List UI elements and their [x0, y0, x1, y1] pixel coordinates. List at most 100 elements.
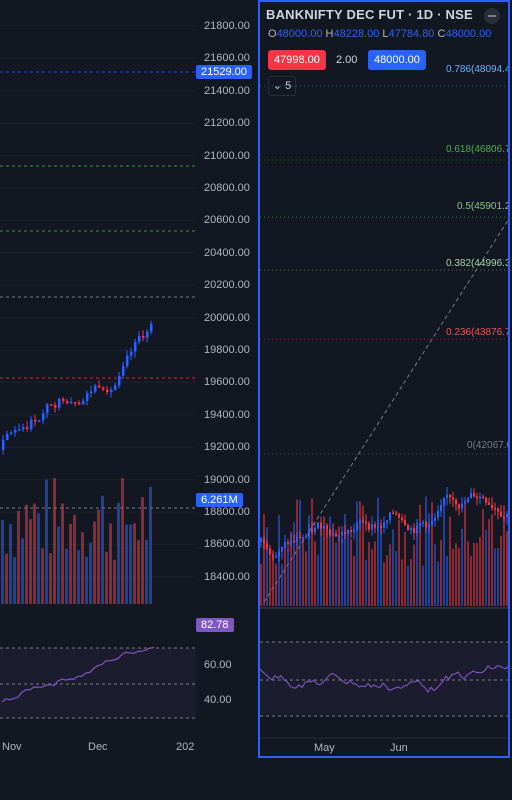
- volume-bar: [488, 518, 490, 606]
- volume-bar: [269, 558, 271, 606]
- rsi-axis-60: 60.00: [204, 659, 232, 671]
- volume-bar: [37, 513, 40, 604]
- price-axis-label: 21000.00: [204, 149, 250, 162]
- volume-bar: [326, 525, 328, 606]
- volume-bar: [410, 559, 412, 606]
- candle-body: [380, 525, 382, 529]
- candle-body: [102, 387, 105, 390]
- volume-bar: [263, 514, 265, 606]
- volume-bar: [299, 499, 301, 606]
- right-chart-svg[interactable]: [260, 2, 510, 758]
- indicator-count: 5: [285, 80, 292, 92]
- candle-body: [386, 520, 388, 523]
- buy-button[interactable]: 48000.00: [368, 50, 426, 70]
- volume-bar: [359, 501, 361, 606]
- time-label-dec: Dec: [88, 741, 108, 753]
- candle-body: [320, 522, 322, 529]
- candle-body: [341, 531, 343, 536]
- volume-bar: [500, 535, 502, 606]
- candle-body: [290, 540, 292, 545]
- current-price-badge: 21529.00: [196, 65, 252, 79]
- left-rsi-pane[interactable]: [0, 606, 196, 734]
- volume-bar: [434, 544, 436, 606]
- rsi-axis-40: 40.00: [204, 694, 232, 706]
- price-axis-label: 19000.00: [204, 473, 250, 486]
- fib-label-0382: 0.382(44996.3: [446, 258, 510, 269]
- more-options-icon[interactable]: [484, 8, 500, 24]
- candle-body: [142, 335, 145, 338]
- candle-body: [78, 402, 81, 405]
- candle-body: [437, 511, 439, 518]
- chart-header: BANKNIFTY DEC FUT · 1D · NSE: [266, 6, 502, 24]
- volume-bar: [260, 564, 262, 606]
- volume-bar: [389, 544, 391, 606]
- volume-bar: [437, 561, 439, 606]
- volume-bar: [275, 563, 277, 606]
- left-candles-svg[interactable]: [0, 0, 196, 604]
- price-axis-label: 20000.00: [204, 311, 250, 324]
- candle-body: [407, 524, 409, 531]
- candle-body: [446, 494, 448, 498]
- volume-bar: [21, 538, 24, 604]
- rsi-band: [0, 648, 196, 718]
- candle-body: [374, 524, 376, 528]
- rsi-band: [260, 642, 508, 716]
- candle-body: [395, 512, 397, 515]
- candle-body: [54, 404, 57, 408]
- sell-button[interactable]: 47998.00: [268, 50, 326, 70]
- price-axis-label: 19600.00: [204, 376, 250, 389]
- candle-body: [308, 529, 310, 537]
- volume-bar: [428, 513, 430, 606]
- volume-bar: [281, 563, 283, 606]
- candle-body: [130, 351, 133, 356]
- candle-body: [114, 385, 117, 390]
- volume-bar: [141, 497, 144, 604]
- candle-body: [440, 505, 442, 512]
- right-chart-panel[interactable]: BANKNIFTY DEC FUT · 1D · NSE O48000.00 H…: [258, 0, 510, 758]
- volume-bar: [137, 540, 140, 604]
- candle-body: [335, 533, 337, 537]
- volume-bar: [329, 516, 331, 606]
- candle-body: [90, 391, 93, 394]
- candle-body: [377, 525, 379, 528]
- volume-bar: [473, 542, 475, 606]
- candle-body: [368, 523, 370, 530]
- candle-body: [317, 522, 319, 529]
- rsi-value-badge: 82.78: [196, 618, 234, 632]
- left-price-axis[interactable]: 21800.00 21600.00 21400.00 21200.00 21000.00…: [196, 0, 258, 760]
- candle-body: [509, 514, 510, 518]
- indicators-toggle[interactable]: ⌄ 5: [268, 76, 296, 96]
- candle-body: [389, 512, 391, 521]
- candle-body: [314, 528, 316, 533]
- volume-bar: [350, 539, 352, 606]
- candle-body: [431, 520, 433, 525]
- volume-bar: [13, 556, 16, 604]
- candle-body: [476, 496, 478, 499]
- candle-body: [30, 419, 33, 429]
- candle-body: [356, 523, 358, 530]
- volume-bar: [341, 538, 343, 606]
- volume-bar: [356, 501, 358, 606]
- ohlc-low-value: 47784.80: [388, 28, 435, 40]
- volume-bar: [109, 523, 112, 604]
- volume-bar: [446, 555, 448, 606]
- price-axis-label: 19800.00: [204, 344, 250, 356]
- volume-bar: [61, 503, 64, 604]
- left-price-chart[interactable]: [0, 0, 196, 604]
- volume-bar: [509, 550, 510, 606]
- volume-bar: [314, 541, 316, 606]
- symbol-title[interactable]: BANKNIFTY DEC FUT · 1D · NSE: [266, 7, 473, 22]
- candle-body: [305, 536, 307, 539]
- candle-body: [146, 331, 149, 338]
- candle-body: [138, 335, 141, 342]
- volume-bar: [97, 509, 100, 604]
- price-axis-label: 21800.00: [204, 20, 250, 32]
- candle-body: [506, 514, 508, 518]
- candle-body: [263, 538, 265, 544]
- price-axis-label: 20200.00: [204, 279, 250, 292]
- candle-body: [269, 548, 271, 555]
- volume-bar: [323, 516, 325, 606]
- volume-bar: [81, 532, 84, 604]
- candle-body: [22, 427, 25, 430]
- left-time-axis[interactable]: Nov Dec 202: [0, 738, 196, 760]
